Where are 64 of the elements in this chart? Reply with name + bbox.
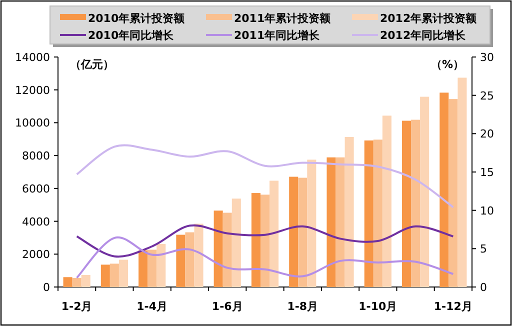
x-tick-label: 1-2月: [61, 300, 92, 313]
bar: [251, 193, 260, 287]
y2-axis-title: （%）: [430, 58, 464, 71]
legend-label: 2010年累计投资额: [88, 12, 186, 25]
y-tick-label: 12000: [15, 84, 50, 97]
x-tick-label: 1-8月: [287, 300, 318, 313]
bar: [222, 212, 232, 287]
bar: [156, 244, 166, 287]
y2-tick-label: 0: [480, 281, 487, 294]
x-tick-label: 1-4月: [136, 300, 168, 313]
bar: [344, 137, 354, 287]
bar: [63, 277, 72, 287]
bar: [411, 120, 420, 287]
x-tick-label: 1-6月: [212, 300, 243, 313]
bar: [373, 140, 382, 287]
bar: [382, 116, 392, 287]
bar: [270, 180, 279, 287]
bar: [260, 194, 270, 287]
y-tick-label: 10000: [15, 116, 50, 130]
bar: [100, 264, 110, 287]
bar: [194, 224, 204, 287]
y2-tick-label: 15: [480, 166, 494, 179]
y2-tick-label: 30: [480, 51, 494, 64]
y-tick-label: 8000: [22, 150, 50, 163]
legend-label: 2012年累计投资额: [380, 12, 478, 25]
bar: [176, 234, 186, 287]
bar: [440, 92, 449, 287]
bar: [336, 157, 345, 287]
bar: [448, 99, 458, 287]
legend-label: 2012年同比增长: [380, 29, 467, 42]
bar: [214, 210, 223, 287]
bar: [420, 96, 430, 287]
bar: [402, 120, 412, 287]
line-series: [76, 236, 454, 279]
legend-label: 2011年累计投资额: [234, 12, 332, 25]
bar: [81, 275, 90, 287]
bar: [148, 250, 157, 287]
y-tick-label: 2000: [22, 248, 50, 262]
y2-tick-label: 25: [480, 89, 494, 102]
bar: [364, 140, 374, 287]
bar: [232, 198, 241, 287]
y2-tick-label: 5: [480, 242, 487, 256]
y2-tick-label: 20: [480, 128, 494, 141]
y-tick-label: 6000: [22, 182, 50, 196]
bar: [72, 278, 82, 287]
y-tick-label: 4000: [22, 215, 50, 228]
bar: [289, 176, 298, 287]
bar: [307, 160, 316, 287]
y-tick-label: 0: [43, 281, 50, 294]
y-tick-label: 14000: [15, 51, 50, 64]
bar: [118, 260, 128, 287]
bar: [458, 78, 467, 287]
bar: [185, 232, 194, 287]
legend-label: 2010年同比增长: [88, 29, 175, 42]
x-tick-label: 1-10月: [358, 300, 398, 313]
bar: [138, 250, 148, 287]
legend-label: 2011年同比增长: [234, 29, 321, 42]
bar: [298, 178, 308, 287]
x-tick-label: 1-12月: [434, 300, 472, 313]
bar: [326, 157, 336, 287]
y2-tick-label: 10: [480, 204, 494, 218]
bar: [110, 264, 119, 287]
line-series: [76, 224, 454, 258]
y-axis-title: （亿元）: [70, 58, 114, 71]
